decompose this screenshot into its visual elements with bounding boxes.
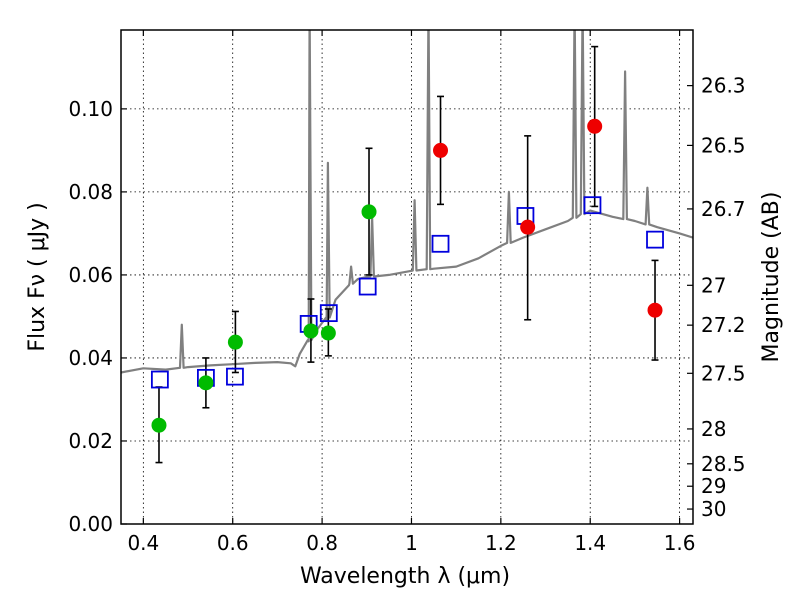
y-tick-label: 0.00 bbox=[68, 512, 113, 536]
x-tick-label: 0.8 bbox=[306, 531, 338, 555]
observed-point-red bbox=[647, 302, 663, 318]
model-photometry-square bbox=[150, 370, 169, 389]
y-axis-label: Flux Fν ( μJy ) bbox=[25, 202, 50, 351]
model-photometry-square bbox=[431, 234, 450, 253]
observed-point-red bbox=[520, 219, 536, 235]
y-tick-label: 0.08 bbox=[68, 180, 113, 204]
observed-point-green bbox=[227, 334, 243, 350]
grid bbox=[121, 30, 693, 524]
y2-tick-label: 28.5 bbox=[701, 452, 746, 476]
observed-point-red bbox=[587, 118, 603, 134]
observed-point-green bbox=[361, 204, 377, 220]
y-tick-label: 0.02 bbox=[68, 429, 113, 453]
y-tick-label: 0.06 bbox=[68, 263, 113, 287]
observed-point-red bbox=[433, 142, 449, 158]
x-tick-label: 1 bbox=[405, 531, 418, 555]
y-tick-label: 0.10 bbox=[68, 97, 113, 121]
observed-point-green bbox=[320, 325, 336, 341]
x-tick-label: 1.2 bbox=[485, 531, 517, 555]
y2-tick-label: 27 bbox=[701, 273, 726, 297]
x-tick-label: 0.4 bbox=[127, 531, 159, 555]
observed-point-green bbox=[151, 417, 167, 433]
y2-tick-label: 30 bbox=[701, 497, 726, 521]
y2-tick-label: 27.5 bbox=[701, 361, 746, 385]
model-photometry-square bbox=[583, 196, 602, 215]
y2-tick-label: 27.2 bbox=[701, 313, 746, 337]
plot-area bbox=[121, 30, 693, 464]
y2-tick-label: 26.3 bbox=[701, 74, 746, 98]
x-tick-label: 1.4 bbox=[574, 531, 606, 555]
model-photometry-square bbox=[319, 304, 338, 323]
x-axis-label: Wavelength λ (μm) bbox=[300, 564, 510, 589]
axis-ticks: 0.4 0.6 0.8 1 1.2 1.4 1.6 0.00 0.02 0.04 0.06 0.08 0… bbox=[68, 30, 746, 555]
observed-point-green bbox=[303, 323, 319, 339]
model-photometry-square bbox=[646, 230, 664, 249]
observed-point-green bbox=[198, 375, 214, 391]
y2-tick-label: 28 bbox=[701, 417, 726, 441]
y2-tick-label: 29 bbox=[701, 474, 726, 498]
y-tick-label: 0.04 bbox=[68, 346, 113, 370]
x-tick-label: 1.6 bbox=[664, 531, 696, 555]
y2-axis-label: Magnitude (AB) bbox=[759, 192, 784, 363]
model-spectrum-line bbox=[121, 30, 693, 374]
plot-frame bbox=[120, 29, 694, 525]
model-photometry-square bbox=[226, 367, 244, 386]
y2-tick-label: 26.5 bbox=[701, 133, 746, 157]
model-photometry-square bbox=[358, 277, 377, 296]
y2-tick-label: 26.7 bbox=[701, 197, 746, 221]
x-tick-label: 0.6 bbox=[217, 531, 249, 555]
